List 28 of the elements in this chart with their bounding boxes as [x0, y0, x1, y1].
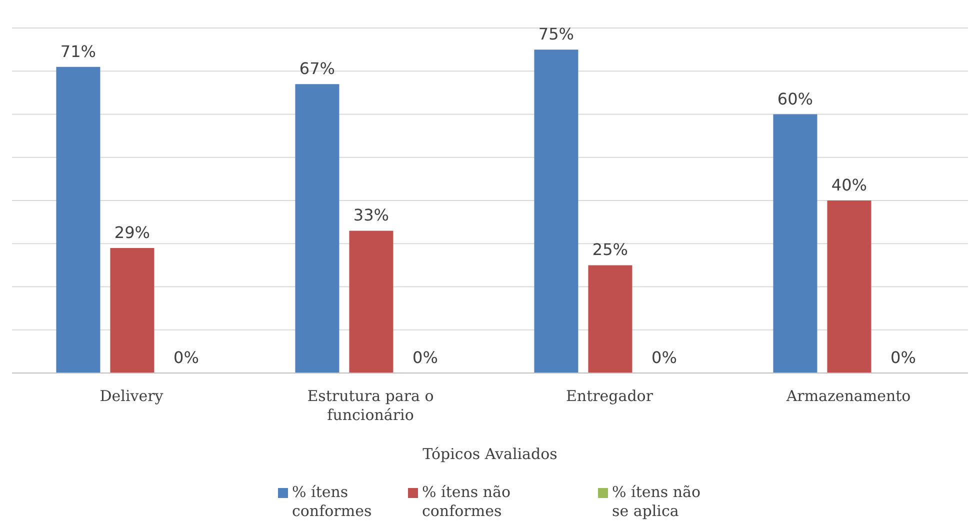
data-label: 71%: [60, 42, 96, 61]
data-label: 33%: [353, 206, 389, 225]
bar: [588, 265, 632, 373]
bar: [827, 200, 872, 373]
data-label: 25%: [592, 240, 628, 260]
bar: [56, 66, 100, 373]
bar: [534, 50, 578, 373]
data-label: 0%: [652, 348, 677, 367]
data-label: 0%: [174, 348, 199, 367]
data-label: 29%: [114, 222, 150, 242]
bar: [295, 84, 340, 373]
data-label: 75%: [538, 24, 574, 44]
bar: [110, 248, 154, 373]
data-label: 60%: [777, 89, 813, 108]
legend-label: % ítens não conformes: [422, 483, 512, 521]
data-label: 40%: [831, 176, 867, 194]
data-label: 0%: [412, 348, 438, 367]
x-tick-label: Entregador: [566, 387, 654, 405]
data-label: 0%: [890, 348, 916, 367]
legend-label: % ítens não se aplica: [612, 483, 702, 521]
x-tick-label: Armazenamento: [785, 387, 911, 405]
bar: [773, 114, 818, 373]
x-tick-label: Delivery: [100, 387, 164, 405]
x-axis-title: Tópicos Avaliados: [422, 445, 558, 463]
bar: [349, 230, 394, 373]
x-tick-label: Estrutura para o funcionário: [307, 387, 434, 424]
legend-label: % ítens conformes: [292, 483, 373, 521]
data-label: 67%: [299, 59, 335, 78]
